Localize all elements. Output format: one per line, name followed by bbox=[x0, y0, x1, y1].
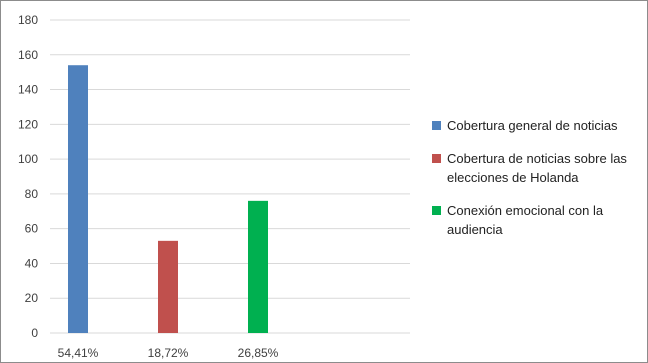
x-tick-label-1: 54,41% bbox=[58, 346, 99, 360]
legend-label-3: Conexión emocional con la audiencia bbox=[447, 203, 604, 237]
bar-3 bbox=[248, 200, 268, 333]
y-tick-label-140: 140 bbox=[18, 83, 38, 97]
y-tick-label-60: 60 bbox=[25, 222, 39, 236]
y-tick-label-20: 20 bbox=[25, 291, 39, 305]
y-tick-label-180: 180 bbox=[18, 13, 38, 27]
x-tick-label-2: 18,72% bbox=[148, 346, 189, 360]
bars bbox=[68, 65, 268, 333]
x-axis-ticks: 54,41% 18,72% 26,85% bbox=[58, 346, 279, 360]
y-tick-label-40: 40 bbox=[25, 256, 39, 270]
legend-item-1: Cobertura general de noticias bbox=[432, 116, 642, 135]
y-axis-ticks: 0 20 40 60 80 100 120 140 160 180 bbox=[18, 13, 38, 340]
legend: Cobertura general de noticias Cobertura … bbox=[432, 116, 642, 253]
y-tick-label-120: 120 bbox=[18, 117, 38, 131]
legend-item-3: Conexión emocional con la audiencia bbox=[432, 201, 642, 239]
legend-swatch-3 bbox=[432, 206, 441, 215]
x-tick-label-3: 26,85% bbox=[238, 346, 279, 360]
y-tick-label-0: 0 bbox=[31, 326, 38, 340]
legend-label-1: Cobertura general de noticias bbox=[447, 118, 618, 133]
legend-label-2: Cobertura de noticias sobre las eleccion… bbox=[447, 151, 627, 185]
bar-1 bbox=[68, 65, 88, 333]
bar-2 bbox=[158, 240, 178, 333]
legend-swatch-1 bbox=[432, 121, 441, 130]
y-tick-label-100: 100 bbox=[18, 152, 38, 166]
legend-item-2: Cobertura de noticias sobre las eleccion… bbox=[432, 149, 642, 187]
gridlines bbox=[50, 19, 410, 334]
legend-swatch-2 bbox=[432, 154, 441, 163]
y-tick-label-160: 160 bbox=[18, 48, 38, 62]
y-tick-label-80: 80 bbox=[25, 187, 39, 201]
